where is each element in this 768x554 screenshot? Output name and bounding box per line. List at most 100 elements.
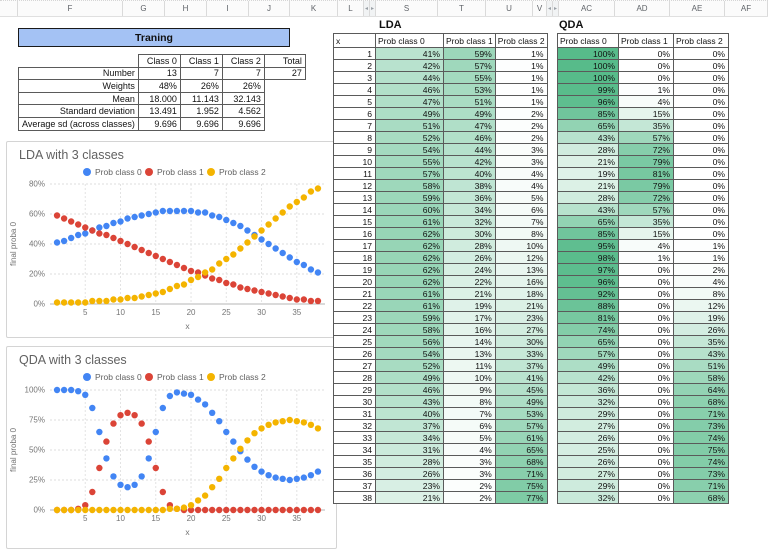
prob-value-cell[interactable]: 4%	[618, 95, 674, 108]
prob-value-cell[interactable]: 59%	[375, 191, 444, 204]
x-value-cell[interactable]: 12	[333, 179, 376, 192]
prob-col-header[interactable]: Prob class 0	[557, 33, 619, 48]
stats-row-label[interactable]: Standard deviation	[18, 104, 139, 118]
prob-value-cell[interactable]: 59%	[443, 47, 496, 60]
prob-value-cell[interactable]: 0%	[673, 227, 729, 240]
prob-value-cell[interactable]: 54%	[375, 143, 444, 156]
stats-value-cell[interactable]: 48%	[137, 79, 181, 93]
prob-value-cell[interactable]: 46%	[375, 83, 444, 96]
prob-value-cell[interactable]: 81%	[557, 311, 619, 324]
column-header-T[interactable]: T	[438, 1, 486, 16]
prob-value-cell[interactable]: 0%	[618, 263, 674, 276]
x-value-cell[interactable]: 27	[333, 359, 376, 372]
prob-value-cell[interactable]: 32%	[557, 491, 619, 504]
prob-value-cell[interactable]: 2%	[443, 479, 496, 492]
prob-value-cell[interactable]: 21%	[443, 287, 496, 300]
prob-value-cell[interactable]: 47%	[443, 119, 496, 132]
prob-value-cell[interactable]: 11%	[443, 359, 496, 372]
prob-value-cell[interactable]: 25%	[557, 443, 619, 456]
prob-value-cell[interactable]: 57%	[557, 347, 619, 360]
prob-value-cell[interactable]: 42%	[557, 371, 619, 384]
prob-value-cell[interactable]: 0%	[673, 215, 729, 228]
prob-value-cell[interactable]: 23%	[375, 479, 444, 492]
prob-value-cell[interactable]: 43%	[375, 395, 444, 408]
prob-col-header[interactable]: Prob class 1	[618, 33, 674, 48]
stats-value-cell[interactable]: 32.143	[221, 91, 265, 106]
prob-value-cell[interactable]: 34%	[375, 431, 444, 444]
prob-value-cell[interactable]: 7%	[494, 215, 548, 228]
stats-value-cell[interactable]	[264, 117, 305, 130]
prob-value-cell[interactable]: 74%	[557, 323, 619, 336]
prob-value-cell[interactable]: 95%	[557, 239, 619, 252]
prob-value-cell[interactable]: 57%	[618, 131, 674, 144]
prob-value-cell[interactable]: 0%	[673, 119, 729, 132]
prob-value-cell[interactable]: 0%	[618, 347, 674, 360]
prob-value-cell[interactable]: 23%	[494, 311, 548, 324]
prob-value-cell[interactable]: 33%	[494, 347, 548, 360]
prob-value-cell[interactable]: 1%	[494, 59, 548, 72]
prob-col-header[interactable]: x	[333, 33, 376, 48]
prob-value-cell[interactable]: 59%	[375, 311, 444, 324]
prob-value-cell[interactable]: 0%	[618, 47, 674, 60]
prob-value-cell[interactable]: 43%	[557, 203, 619, 216]
x-value-cell[interactable]: 36	[333, 467, 376, 480]
prob-value-cell[interactable]: 21%	[375, 491, 444, 504]
prob-value-cell[interactable]: 55%	[443, 71, 496, 84]
prob-value-cell[interactable]: 75%	[673, 443, 729, 456]
prob-value-cell[interactable]: 3%	[494, 143, 548, 156]
column-header-H[interactable]: H	[165, 1, 207, 16]
prob-value-cell[interactable]: 12%	[494, 251, 548, 264]
prob-value-cell[interactable]: 40%	[375, 407, 444, 420]
prob-value-cell[interactable]: 27%	[494, 323, 548, 336]
prob-value-cell[interactable]: 1%	[494, 71, 548, 84]
prob-value-cell[interactable]: 0%	[618, 419, 674, 432]
x-value-cell[interactable]: 31	[333, 407, 376, 420]
prob-value-cell[interactable]: 1%	[673, 239, 729, 252]
stats-value-cell[interactable]: 18.000	[137, 91, 181, 106]
x-value-cell[interactable]: 21	[333, 287, 376, 300]
prob-value-cell[interactable]: 56%	[375, 335, 444, 348]
column-header-S[interactable]: S	[376, 1, 438, 16]
prob-value-cell[interactable]: 96%	[557, 95, 619, 108]
prob-value-cell[interactable]: 22%	[443, 275, 496, 288]
prob-value-cell[interactable]: 0%	[673, 155, 729, 168]
x-value-cell[interactable]: 30	[333, 395, 376, 408]
prob-value-cell[interactable]: 0%	[618, 383, 674, 396]
prob-value-cell[interactable]: 62%	[375, 239, 444, 252]
prob-value-cell[interactable]: 32%	[557, 395, 619, 408]
prob-value-cell[interactable]: 85%	[557, 107, 619, 120]
stats-value-cell[interactable]	[264, 105, 305, 118]
prob-value-cell[interactable]: 51%	[443, 95, 496, 108]
prob-value-cell[interactable]: 0%	[673, 71, 729, 84]
prob-value-cell[interactable]: 15%	[618, 227, 674, 240]
prob-value-cell[interactable]: 14%	[443, 335, 496, 348]
prob-value-cell[interactable]: 26%	[557, 455, 619, 468]
prob-value-cell[interactable]: 29%	[557, 407, 619, 420]
prob-value-cell[interactable]: 18%	[494, 287, 548, 300]
prob-value-cell[interactable]: 2%	[494, 119, 548, 132]
prob-value-cell[interactable]: 51%	[673, 359, 729, 372]
prob-col-header[interactable]: Prob class 1	[443, 33, 496, 48]
prob-value-cell[interactable]: 47%	[375, 95, 444, 108]
prob-value-cell[interactable]: 57%	[494, 419, 548, 432]
prob-value-cell[interactable]: 4%	[618, 239, 674, 252]
x-value-cell[interactable]: 2	[333, 59, 376, 72]
prob-value-cell[interactable]: 44%	[375, 71, 444, 84]
prob-value-cell[interactable]: 71%	[673, 407, 729, 420]
prob-value-cell[interactable]: 28%	[557, 143, 619, 156]
stats-value-cell[interactable]	[264, 80, 305, 93]
prob-value-cell[interactable]: 0%	[618, 491, 674, 504]
x-value-cell[interactable]: 29	[333, 383, 376, 396]
x-value-cell[interactable]: 1	[333, 47, 376, 60]
prob-value-cell[interactable]: 0%	[618, 59, 674, 72]
prob-value-cell[interactable]: 79%	[618, 179, 674, 192]
stats-value-cell[interactable]	[264, 92, 305, 105]
prob-value-cell[interactable]: 0%	[673, 83, 729, 96]
column-header-blank[interactable]	[0, 1, 18, 16]
prob-value-cell[interactable]: 37%	[494, 359, 548, 372]
prob-value-cell[interactable]: 100%	[557, 47, 619, 60]
prob-value-cell[interactable]: 0%	[673, 131, 729, 144]
prob-value-cell[interactable]: 61%	[375, 287, 444, 300]
stats-value-cell[interactable]: 27	[263, 66, 306, 81]
column-header-L[interactable]: L	[338, 1, 364, 16]
